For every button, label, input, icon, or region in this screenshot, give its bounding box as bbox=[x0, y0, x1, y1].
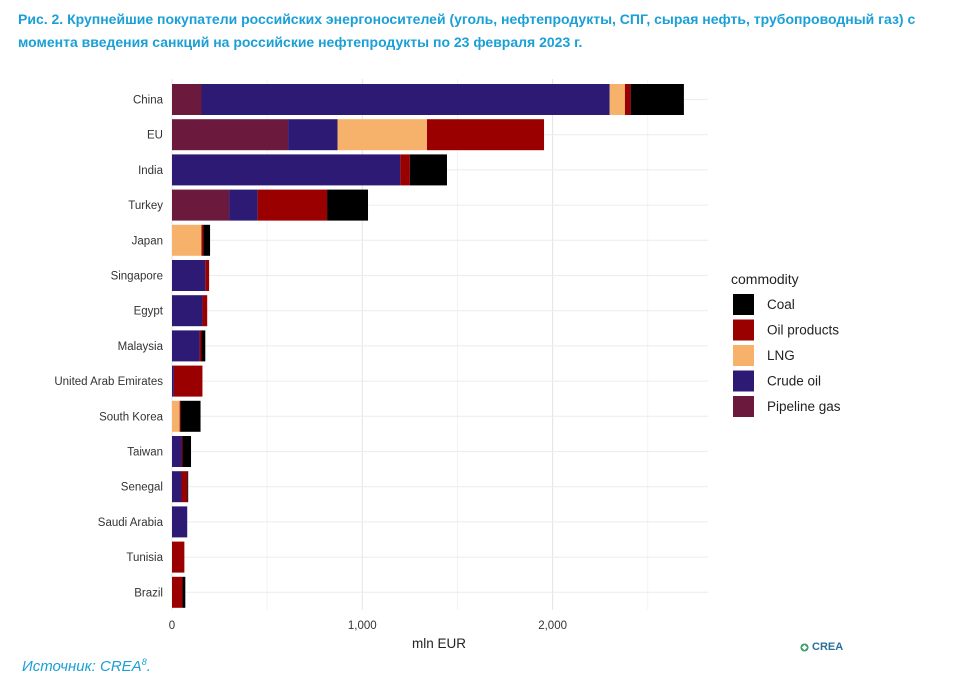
crea-logo-text: CREA bbox=[812, 641, 844, 653]
bar-segment-oil-products bbox=[257, 189, 328, 221]
bar-segment-crude-oil bbox=[172, 506, 188, 538]
legend-label: Crude oil bbox=[767, 374, 821, 389]
bar-segment-oil-products bbox=[202, 295, 208, 327]
category-label: Tunisia bbox=[126, 552, 163, 564]
bar-segment-oil-products bbox=[205, 260, 210, 291]
category-label: Saudi Arabia bbox=[98, 517, 164, 529]
bar-segment-crude-oil bbox=[172, 260, 206, 291]
category-label: China bbox=[133, 95, 164, 107]
source-note: Источник: CREA8. bbox=[22, 657, 151, 675]
legend-swatch bbox=[733, 396, 754, 417]
bar-segment-oil-products bbox=[624, 84, 631, 115]
category-label: Egypt bbox=[134, 306, 164, 318]
category-label: Brazil bbox=[134, 587, 163, 599]
bar-segment-oil-products bbox=[427, 119, 545, 151]
bar-segment-oil-products bbox=[199, 330, 202, 362]
legend-label: LNG bbox=[767, 348, 795, 363]
x-tick-label: 1,000 bbox=[348, 620, 377, 632]
bar-segment-lng bbox=[172, 400, 180, 432]
bar-segment-coal bbox=[180, 400, 201, 432]
category-label: United Arab Emirates bbox=[54, 376, 163, 388]
category-label: India bbox=[138, 165, 164, 177]
category-label: Senegal bbox=[121, 482, 163, 494]
legend-label: Pipeline gas bbox=[767, 399, 841, 414]
bar-segment-oil-products bbox=[400, 154, 410, 186]
bar-segment-crude-oil bbox=[288, 119, 338, 151]
bar-segment-coal bbox=[327, 189, 369, 221]
bar-segment-crude-oil bbox=[172, 154, 401, 186]
bar-segment-crude-oil bbox=[201, 84, 610, 115]
bar-segment-coal bbox=[201, 330, 206, 362]
source-footnote: 8 bbox=[141, 657, 147, 667]
bar-segment-oil-products bbox=[201, 224, 204, 256]
category-label: Singapore bbox=[111, 271, 163, 283]
legend-label: Oil products bbox=[767, 323, 839, 338]
bars-layer bbox=[172, 84, 684, 608]
bar-segment-coal bbox=[182, 576, 186, 608]
bar-segment-crude-oil bbox=[172, 365, 174, 397]
legend-label: Coal bbox=[767, 297, 795, 312]
bar-segment-crude-oil bbox=[172, 295, 203, 327]
bar-segment-crude-oil bbox=[172, 330, 200, 362]
crea-logo: CREA bbox=[800, 641, 843, 653]
x-tick-labels: 0 1,000 2,000 bbox=[169, 620, 567, 632]
category-label: Taiwan bbox=[127, 447, 163, 459]
legend-swatch bbox=[733, 319, 754, 341]
bar-segment-oil-products bbox=[172, 541, 185, 573]
bar-segment-crude-oil bbox=[172, 436, 182, 467]
bar-segment-coal bbox=[187, 471, 189, 503]
figure-title: Рис. 2. Крупнейшие покупатели российских… bbox=[18, 11, 916, 50]
legend-swatch bbox=[733, 370, 754, 392]
x-tick-label: 2,000 bbox=[538, 620, 567, 632]
bar-segment-coal bbox=[409, 154, 447, 186]
bar-segment-pipeline-gas bbox=[172, 119, 289, 151]
legend-swatch bbox=[733, 294, 754, 315]
crea-logo-icon bbox=[800, 642, 809, 652]
source-period: . bbox=[146, 658, 151, 675]
bar-segment-oil-products bbox=[181, 471, 188, 503]
category-label: South Korea bbox=[99, 411, 164, 423]
legend-title: commodity bbox=[731, 271, 799, 287]
category-label: Malaysia bbox=[118, 341, 164, 353]
bar-segment-pipeline-gas bbox=[172, 189, 230, 221]
bar-segment-oil-products bbox=[181, 436, 183, 467]
bar-segment-crude-oil bbox=[172, 471, 182, 503]
source-text: Источник: CREA bbox=[22, 658, 142, 675]
x-tick-label: 0 bbox=[169, 620, 175, 632]
x-axis-title: mln EUR bbox=[412, 636, 466, 651]
bar-segment-lng bbox=[337, 119, 428, 151]
bar-segment-pipeline-gas bbox=[172, 84, 202, 115]
legend: commodity Coal Oil products LNG Crude oil Pi… bbox=[731, 271, 841, 417]
category-label: EU bbox=[147, 130, 163, 142]
category-label: Japan bbox=[132, 235, 163, 247]
category-label: Turkey bbox=[128, 200, 163, 212]
category-labels: China EU India Turkey Japan Singapore Egypt Mal… bbox=[54, 95, 163, 600]
bar-segment-lng bbox=[609, 84, 625, 115]
bar-segment-oil-products bbox=[172, 576, 183, 608]
bar-segment-lng bbox=[172, 224, 202, 256]
bar-segment-oil-products bbox=[173, 365, 203, 397]
bar-segment-coal bbox=[182, 436, 192, 467]
bar-segment-coal bbox=[203, 224, 211, 256]
bar-segment-crude-oil bbox=[229, 189, 258, 221]
bar-segment-oil-products bbox=[179, 400, 181, 432]
bar-segment-coal bbox=[630, 84, 684, 115]
legend-swatch bbox=[733, 345, 754, 366]
